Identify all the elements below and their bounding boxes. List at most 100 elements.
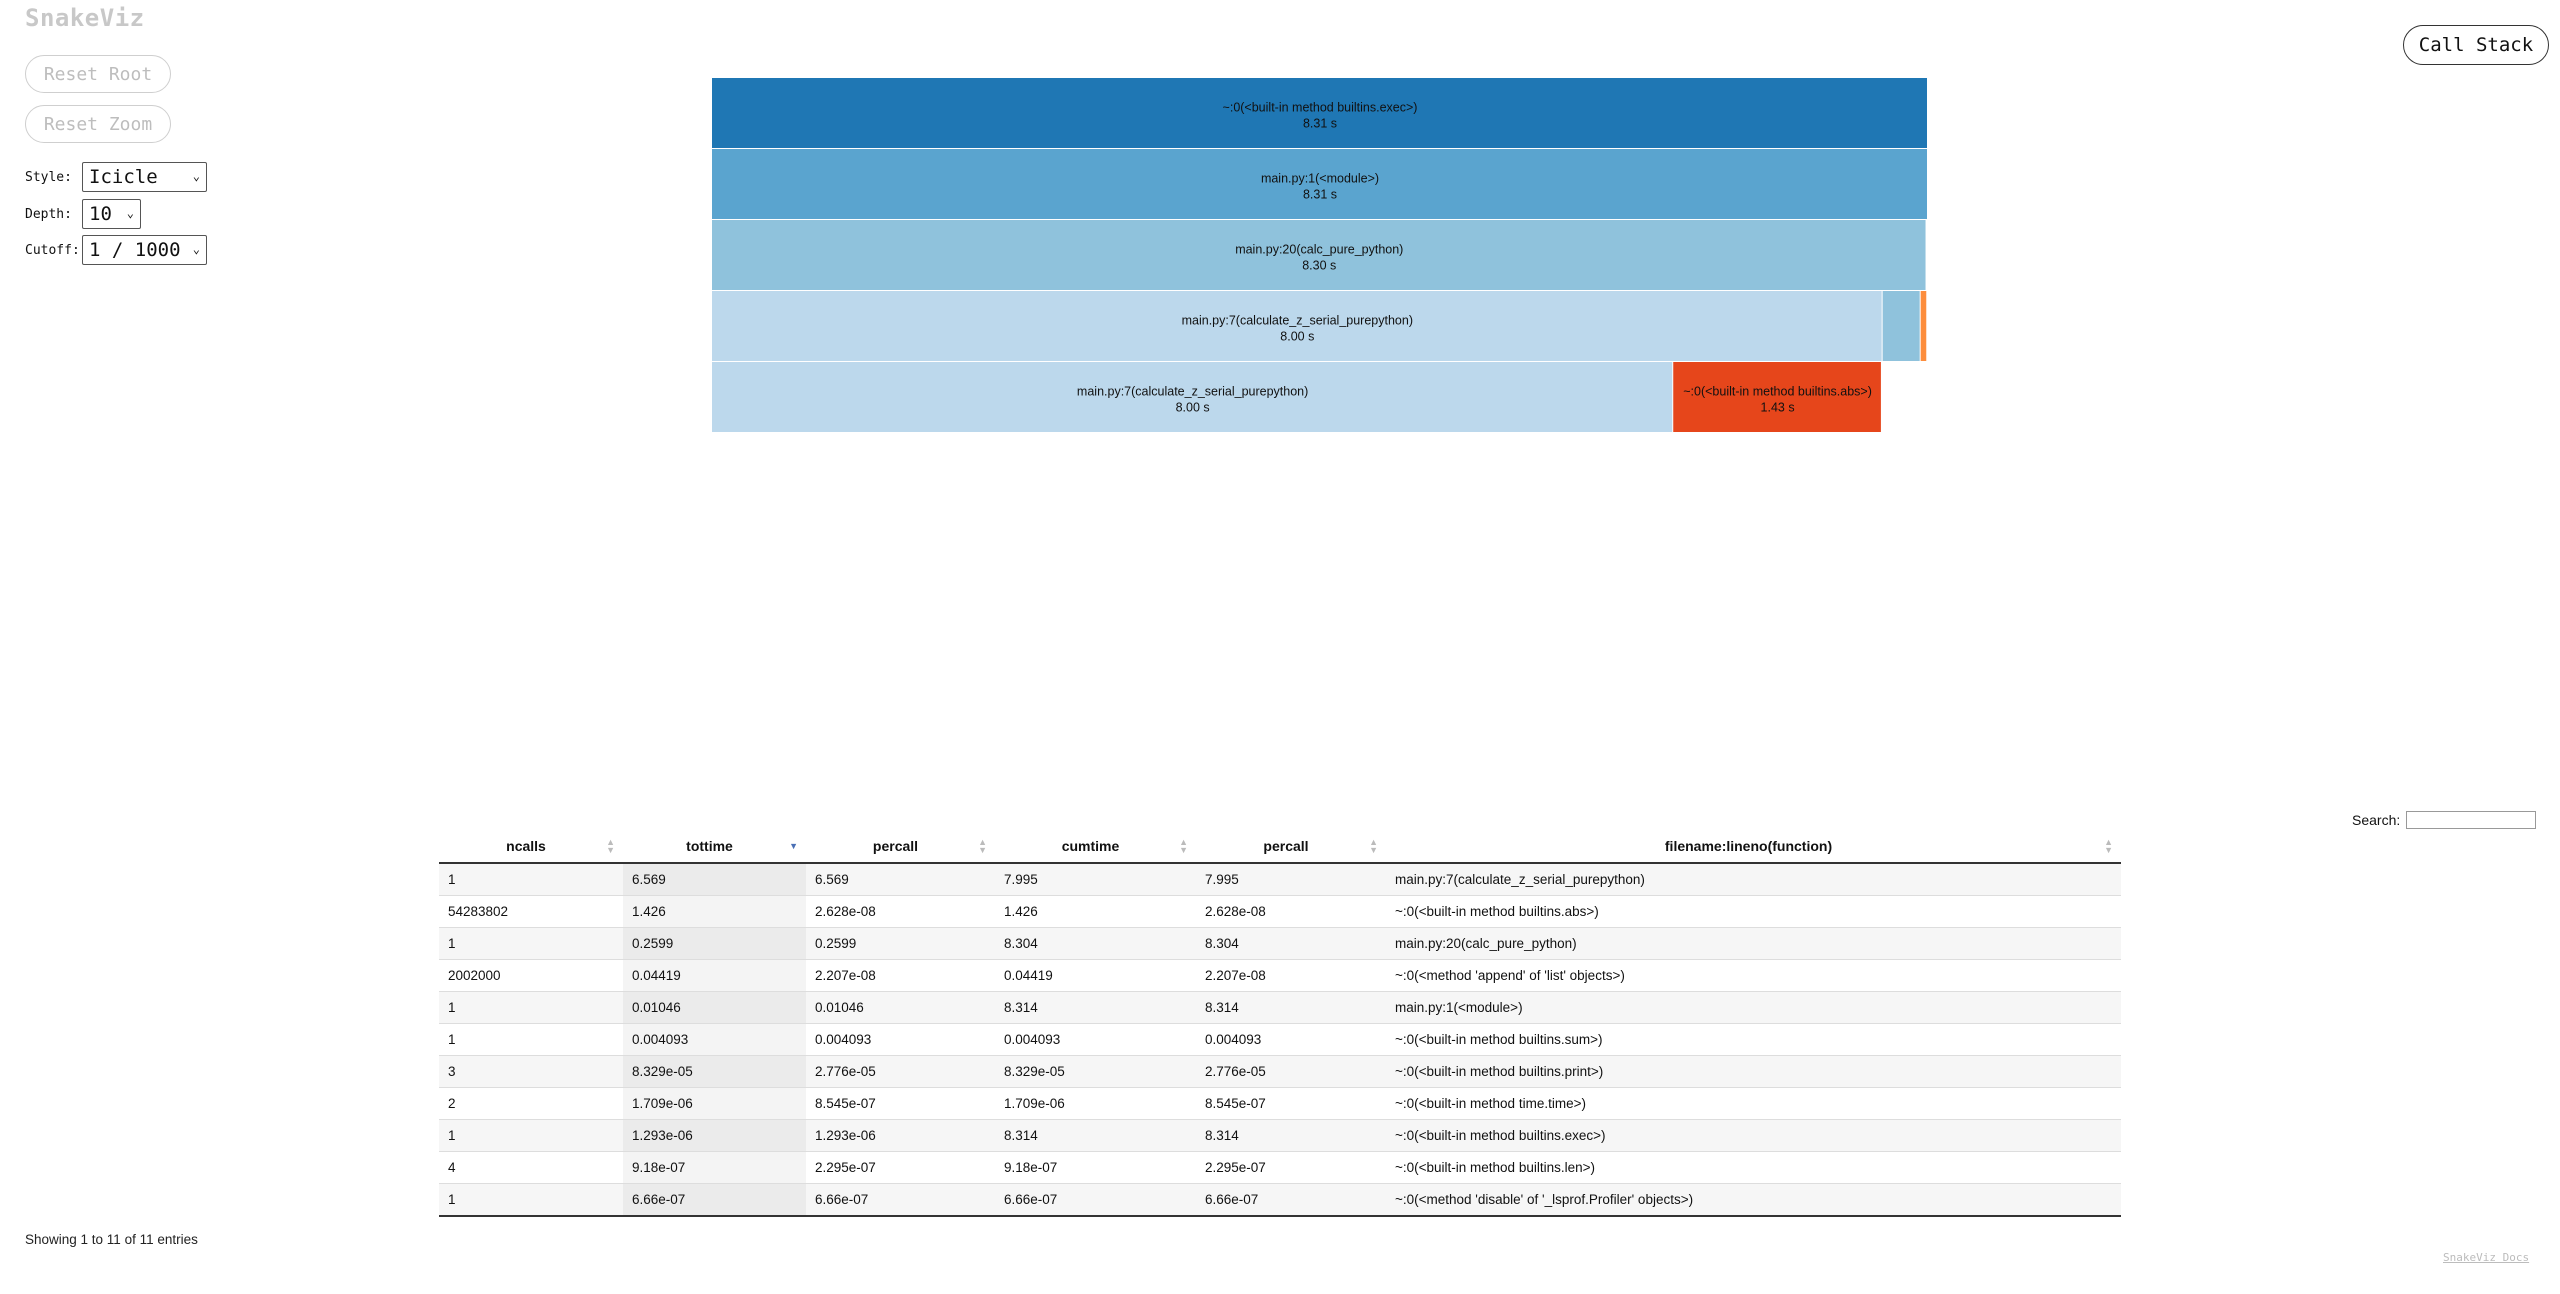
table-cell: 8.545e-07 (806, 1087, 995, 1120)
table-cell: ~:0(<built-in method builtins.print>) (1386, 1055, 2121, 1088)
table-cell: 2.628e-08 (806, 895, 995, 928)
icicle-node[interactable]: main.py:7(calculate_z_serial_purepython)… (712, 291, 1882, 361)
table-cell: 0.04419 (995, 959, 1196, 992)
table-row[interactable]: 4 9.18e-07 2.295e-07 9.18e-07 2.295e-07 ~:0(<… (439, 1151, 2121, 1184)
style-label: Style: (25, 169, 72, 185)
table-cell: 2.295e-07 (806, 1151, 995, 1184)
table-cell: 8.304 (1196, 927, 1386, 960)
table-row[interactable]: 2002000 0.04419 2.207e-08 0.04419 2.207e-08 ~… (439, 959, 2121, 992)
icicle-time: 8.00 s (1280, 330, 1314, 344)
icicle-time: 8.31 s (1303, 188, 1337, 202)
app-title: SnakeViz (25, 4, 145, 32)
column-header[interactable]: percall ▲ ▼ (1196, 830, 1386, 864)
icicle-time: 8.00 s (1176, 401, 1210, 415)
cutoff-option: Cutoff: 1 / 1000 ⌄ (25, 235, 207, 265)
table-row[interactable]: 1 6.569 6.569 7.995 7.995 main.py:7(calculate… (439, 862, 2121, 896)
table-cell: 1 (439, 991, 623, 1024)
table-row[interactable]: 1 0.004093 0.004093 0.004093 0.004093 ~:0(<bu… (439, 1023, 2121, 1056)
table-cell: 0.004093 (623, 1023, 806, 1056)
table-cell: 0.004093 (1196, 1023, 1386, 1056)
icicle-rect[interactable] (1882, 291, 1920, 361)
table-cell: 8.314 (995, 991, 1196, 1024)
sort-icon: ▲ ▼ (2104, 837, 2113, 855)
style-select[interactable]: Icicle ⌄ (82, 162, 207, 192)
table-cell: 7.995 (995, 862, 1196, 896)
search-input[interactable] (2406, 811, 2537, 829)
column-header[interactable]: filename:lineno(function) ▲ ▼ (1386, 830, 2121, 864)
table-cell: 8.304 (995, 927, 1196, 960)
table-cell: 1 (439, 1023, 623, 1056)
cutoff-select[interactable]: 1 / 1000 ⌄ (82, 235, 207, 265)
reset-root-button[interactable]: Reset Root (25, 55, 171, 93)
column-header-label: ncalls (506, 838, 546, 854)
table-row[interactable]: 1 1.293e-06 1.293e-06 8.314 8.314 ~:0(<built-… (439, 1119, 2121, 1152)
table-cell: 2.207e-08 (1196, 959, 1386, 992)
icicle-rect[interactable] (712, 78, 1927, 148)
icicle-rect[interactable] (712, 220, 1926, 290)
icicle-time: 8.31 s (1303, 117, 1337, 131)
chevron-down-icon: ⌄ (192, 242, 200, 256)
docs-link[interactable]: SnakeViz Docs (2443, 1251, 2530, 1264)
icicle-time: 1.43 s (1761, 401, 1795, 415)
icicle-node[interactable] (1920, 291, 1927, 361)
icicle-node[interactable]: ~:0(<built-in method builtins.exec>) 8.31… (712, 78, 1927, 148)
depth-value: 10 (89, 203, 112, 225)
icicle-rect[interactable] (712, 291, 1882, 361)
table-search: Search: (2352, 811, 2537, 829)
table-cell: 9.18e-07 (995, 1151, 1196, 1184)
table-row[interactable]: 54283802 1.426 2.628e-08 1.426 2.628e-08 ~:0(… (439, 895, 2121, 928)
table-row[interactable]: 2 1.709e-06 8.545e-07 1.709e-06 8.545e-07 ~:0… (439, 1087, 2121, 1120)
icicle-node[interactable]: main.py:20(calc_pure_python) 8.30 s (712, 220, 1926, 290)
table-row[interactable]: 1 6.66e-07 6.66e-07 6.66e-07 6.66e-07 ~:0(<me… (439, 1183, 2121, 1217)
icicle-rect[interactable] (1920, 291, 1927, 361)
table-cell: 1.709e-06 (995, 1087, 1196, 1120)
icicle-rect[interactable] (1673, 362, 1881, 432)
table-cell: 8.314 (1196, 991, 1386, 1024)
column-header[interactable]: cumtime ▲ ▼ (995, 830, 1196, 864)
table-cell: 6.66e-07 (995, 1183, 1196, 1217)
icicle-node[interactable] (1882, 291, 1920, 361)
icicle-node[interactable]: main.py:7(calculate_z_serial_purepython)… (712, 362, 1673, 432)
table-cell: 8.314 (1196, 1119, 1386, 1152)
table-cell: ~:0(<method 'append' of 'list' objects>) (1386, 959, 2121, 992)
sort-icon: ▲ ▼ (606, 837, 615, 855)
table-cell: 0.04419 (623, 959, 806, 992)
sort-desc-icon: ▼ (789, 841, 798, 851)
icicle-chart: ~:0(<built-in method builtins.exec>) 8.31… (712, 78, 1927, 432)
table-cell: 1.293e-06 (806, 1119, 995, 1152)
cutoff-label: Cutoff: (25, 242, 80, 258)
table-cell: ~:0(<built-in method builtins.abs>) (1386, 895, 2121, 928)
table-cell: 1 (439, 927, 623, 960)
table-cell: 7.995 (1196, 862, 1386, 896)
table-row[interactable]: 1 0.01046 0.01046 8.314 8.314 main.py:1(<modu… (439, 991, 2121, 1024)
table-cell: 3 (439, 1055, 623, 1088)
depth-select[interactable]: 10 ⌄ (82, 199, 141, 229)
column-header-label: tottime (686, 838, 733, 854)
table-cell: main.py:7(calculate_z_serial_purepython) (1386, 862, 2121, 896)
column-header-label: percall (872, 838, 919, 854)
icicle-rect[interactable] (712, 362, 1673, 432)
table-cell: 0.2599 (806, 927, 995, 960)
table-cell: 6.66e-07 (1196, 1183, 1386, 1217)
style-option: Style: Icicle ⌄ (25, 162, 207, 192)
sort-icon: ▲ ▼ (978, 837, 987, 855)
icicle-node[interactable]: ~:0(<built-in method builtins.abs>) 1.43 … (1673, 362, 1881, 432)
table-cell: 2002000 (439, 959, 623, 992)
table-row[interactable]: 1 0.2599 0.2599 8.304 8.304 main.py:20(calc_p… (439, 927, 2121, 960)
table-cell: 6.66e-07 (806, 1183, 995, 1217)
icicle-rect[interactable] (712, 149, 1927, 219)
table-cell: 8.329e-05 (623, 1055, 806, 1088)
table-cell: 1.293e-06 (623, 1119, 806, 1152)
call-stack-button[interactable]: Call Stack (2403, 25, 2549, 65)
column-header[interactable]: ncalls ▲ ▼ (439, 830, 623, 864)
table-cell: 2.776e-05 (806, 1055, 995, 1088)
column-header[interactable]: percall ▲ ▼ (806, 830, 995, 864)
table-cell: 1.426 (623, 895, 806, 928)
reset-zoom-button[interactable]: Reset Zoom (25, 105, 171, 143)
icicle-label: main.py:7(calculate_z_serial_purepython) (1182, 314, 1413, 328)
column-header[interactable]: tottime ▼ (623, 830, 806, 864)
sort-icon: ▲ ▼ (1179, 837, 1188, 855)
table-row[interactable]: 3 8.329e-05 2.776e-05 8.329e-05 2.776e-05 ~:0… (439, 1055, 2121, 1088)
icicle-node[interactable]: main.py:1(<module>) 8.31 s (712, 149, 1927, 219)
table-cell: 8.329e-05 (995, 1055, 1196, 1088)
